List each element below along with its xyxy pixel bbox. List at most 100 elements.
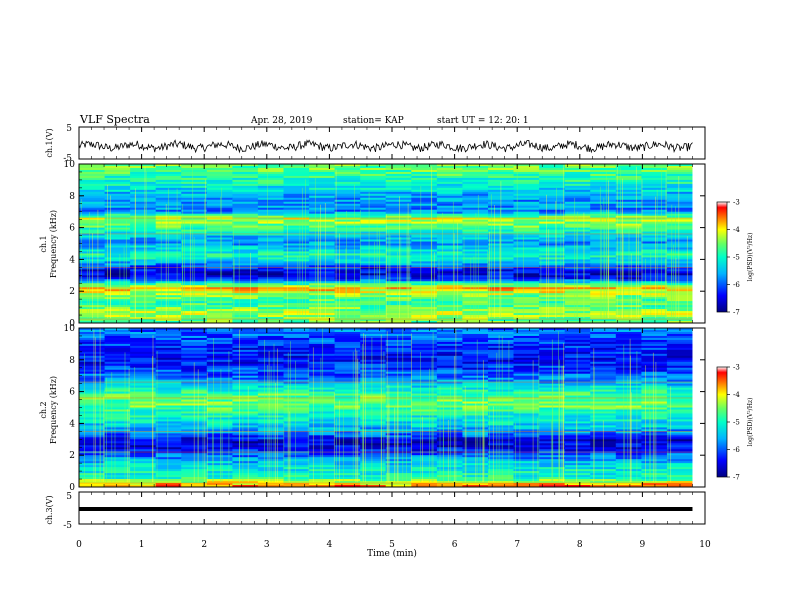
spectrogram-cell [641, 339, 668, 343]
spectrogram-cell [283, 303, 310, 306]
spectrogram-cell [385, 415, 412, 418]
spectrogram-cell [309, 267, 336, 270]
spectrogram-cell [79, 185, 106, 189]
spectrogram-cell [283, 201, 310, 205]
spectrogram-cell [564, 209, 591, 213]
spectrogram-cell [257, 347, 285, 351]
spectrogram-cell [130, 483, 157, 486]
spectrogram-cell [564, 179, 591, 183]
spectrogram-cell [334, 433, 361, 436]
spectrogram-cell [309, 257, 336, 260]
spectrogram-cell [232, 227, 259, 230]
spectrogram-cell [411, 419, 438, 422]
spectrogram-cell [513, 385, 540, 389]
spectrogram-cell [590, 177, 617, 181]
spectrogram-cell [257, 357, 285, 361]
spectrogram-cell [411, 479, 438, 482]
spectrogram-cell [155, 429, 182, 432]
spectrogram-cell [564, 383, 591, 387]
spectrogram-cell [590, 267, 617, 270]
spectrogram-cell [436, 227, 464, 230]
spectrogram-cell [155, 485, 182, 488]
spectrogram-cell [130, 475, 157, 478]
spectrogram-cell [104, 415, 131, 418]
spectrogram-cell [309, 407, 336, 410]
spectrogram-cell [360, 197, 387, 201]
spectrogram-cell [436, 461, 464, 464]
spectrogram-cell [436, 289, 464, 292]
spectrogram-cell [232, 411, 259, 414]
spectrogram-cell [206, 189, 233, 193]
spectrogram-cell [436, 471, 464, 474]
spectrogram-cell [411, 451, 438, 454]
spectrogram-cell [283, 207, 310, 211]
spectrogram-cell [385, 381, 412, 385]
spectrogram-cell [283, 281, 310, 284]
spectrogram-cell [564, 369, 591, 373]
spectrogram-cell [232, 407, 259, 410]
spectrogram-cell [104, 307, 131, 310]
spectrogram-cell [155, 393, 182, 396]
spectrogram-cell [513, 429, 540, 432]
spectrogram-cell [130, 485, 157, 488]
spectrogram-cell [334, 481, 361, 484]
spectrogram-cell [411, 245, 438, 248]
spectrogram-cell [232, 191, 259, 195]
spectrogram-cell [411, 241, 438, 244]
spectrogram-cell [385, 475, 412, 478]
spectrogram-cell [590, 361, 617, 365]
spectrogram-cell [488, 443, 515, 446]
spectrogram-cell [79, 479, 106, 482]
spectrogram-cell [130, 457, 157, 460]
spectrogram-cell [104, 227, 131, 230]
spectrogram-cell [360, 271, 387, 274]
spectrogram-cell [130, 449, 157, 452]
spectrogram-cell [104, 279, 131, 282]
spectrogram-cell [232, 315, 259, 318]
spectrogram-cell [206, 401, 233, 404]
spectrogram-cell [334, 179, 361, 183]
spectrogram-cell [462, 293, 489, 296]
spectrogram-cell [104, 283, 131, 286]
spectrogram-cell [334, 255, 361, 258]
spectrogram-cell [334, 309, 361, 312]
spectrogram-cell [539, 205, 566, 209]
spectrogram-cell [615, 343, 642, 347]
spectrogram-cell [666, 369, 694, 373]
spectrogram-cell [564, 171, 591, 175]
spectrogram-cell [360, 191, 387, 195]
spectrogram-cell [257, 179, 285, 183]
spectrogram-cell [590, 345, 617, 349]
spectrogram-cell [79, 477, 106, 480]
spectrogram-cell [232, 175, 259, 179]
spectrogram-cell [462, 253, 489, 256]
spectrogram-cell [564, 187, 591, 191]
spectrogram-cell [334, 453, 361, 456]
spectrogram-cell [360, 477, 387, 480]
spectrogram-cell [104, 235, 131, 238]
spectrogram-cell [411, 337, 438, 341]
spectrogram-cell [155, 379, 182, 383]
spectrogram-cell [436, 231, 464, 234]
spectrogram-cell [257, 211, 285, 215]
spectrogram-cell [232, 421, 259, 424]
spectrogram-cell [79, 169, 106, 173]
spectrogram-cell [181, 221, 208, 225]
spectrogram-cell [130, 315, 157, 318]
spectrogram-cell [206, 435, 233, 438]
spectrogram-cell [513, 457, 540, 460]
spectrogram-cell [385, 305, 412, 308]
spectrogram-cell [283, 209, 310, 213]
spectrogram-cell [206, 445, 233, 448]
spectrogram-cell [206, 397, 233, 400]
spectrogram-cell [334, 397, 361, 400]
spectrogram-cell [564, 443, 591, 446]
spectrogram-cell [666, 307, 694, 310]
spectrogram-cell [232, 455, 259, 458]
spectrogram-cell [334, 259, 361, 262]
spectrogram-cell [360, 357, 387, 361]
spectrogram-cell [590, 209, 617, 213]
spectrogram-cell [309, 269, 336, 272]
spectrogram-cell [385, 393, 412, 396]
spectrogram-cell [155, 455, 182, 458]
